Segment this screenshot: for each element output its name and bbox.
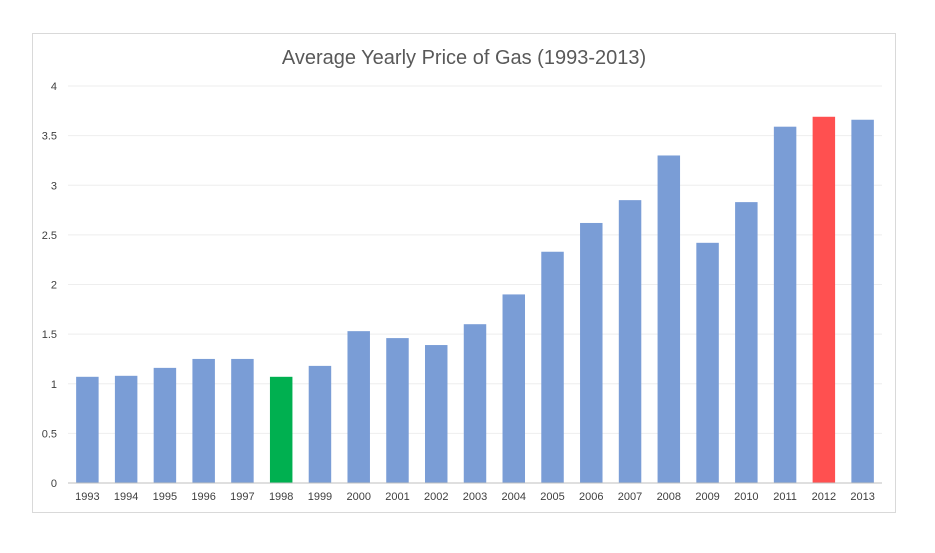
x-tick-label: 1997: [230, 491, 254, 503]
y-tick-label: 0: [51, 478, 57, 490]
x-tick-label: 2012: [812, 491, 836, 503]
x-tick-label: 1998: [269, 491, 293, 503]
x-tick-label: 1993: [75, 491, 99, 503]
x-tick-label: 2008: [657, 491, 681, 503]
x-tick-label: 2004: [502, 491, 526, 503]
x-tick-label: 2003: [463, 491, 487, 503]
chart-title: Average Yearly Price of Gas (1993-2013): [282, 47, 646, 69]
x-tick-label: 2002: [424, 491, 448, 503]
bar-1997: [231, 358, 254, 483]
y-tick-label: 3.5: [42, 131, 57, 143]
y-tick-label: 2: [51, 280, 57, 292]
bar-1999: [308, 365, 332, 483]
y-tick-label: 1.5: [42, 329, 57, 341]
y-tick-label: 3: [51, 180, 57, 192]
bar-2002: [424, 345, 448, 483]
x-tick-label: 2001: [385, 491, 409, 503]
y-tick-label: 2.5: [42, 230, 57, 242]
bar-2009: [696, 242, 719, 483]
bar-1996: [192, 358, 215, 483]
bar-2000: [347, 331, 370, 483]
bar-2011: [773, 126, 797, 483]
bar-2003: [463, 324, 487, 483]
x-tick-label: 2006: [579, 491, 603, 503]
y-tick-label: 1: [51, 379, 57, 391]
bar-2005: [541, 251, 564, 483]
bar-1995: [153, 367, 177, 483]
x-tick-label: 1996: [191, 491, 215, 503]
x-tick-label: 2005: [540, 491, 564, 503]
bar-2004: [502, 294, 526, 483]
x-tick-label: 2007: [618, 491, 642, 503]
x-tick-label: 1999: [308, 491, 332, 503]
x-tick-label: 1995: [153, 491, 177, 503]
bar-2008: [657, 155, 681, 483]
y-tick-label: 4: [51, 81, 57, 93]
bars: [76, 116, 874, 484]
x-tick-label: 1994: [114, 491, 138, 503]
x-tick-label: 2009: [695, 491, 719, 503]
bar-2010: [735, 202, 758, 483]
bar-2013: [851, 119, 874, 484]
y-tick-label: 0.5: [42, 428, 57, 440]
bar-1998: [269, 376, 293, 483]
x-tick-label: 2000: [346, 491, 370, 503]
x-tick-label: 2011: [773, 491, 797, 503]
x-tick-label: 2013: [850, 491, 874, 503]
bar-2001: [386, 338, 409, 483]
bar-2007: [618, 200, 642, 483]
bar-2012: [812, 116, 836, 483]
bar-2006: [580, 222, 603, 483]
x-axis-ticks: 1993 1994 1995 1996 1997 1998 1999 2000 2001 2002…: [75, 491, 875, 503]
bar-1993: [76, 376, 99, 483]
y-axis-ticks: 0 0.5 1 1.5 2 2.5 3 3.5 4: [42, 81, 57, 490]
bar-1994: [114, 375, 138, 483]
x-tick-label: 2010: [734, 491, 758, 503]
